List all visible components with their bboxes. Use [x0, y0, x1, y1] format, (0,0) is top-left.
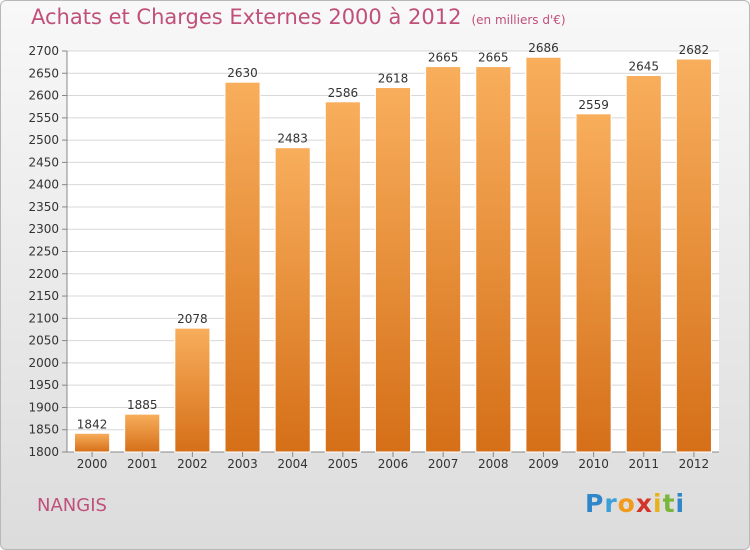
y-tick-label: 2200 — [28, 267, 59, 281]
bar — [324, 101, 361, 453]
chart-title: Achats et Charges Externes 2000 à 2012 (e… — [31, 5, 566, 29]
x-tick-label: 2005 — [328, 457, 359, 471]
y-tick-label: 1800 — [28, 445, 59, 459]
bar-value-label: 2665 — [428, 51, 459, 65]
bar — [274, 147, 311, 453]
bar — [525, 56, 562, 453]
logo-letter: t — [662, 489, 676, 518]
x-tick-label: 2008 — [478, 457, 509, 471]
bar — [124, 413, 161, 453]
bar-value-label: 2586 — [328, 86, 359, 100]
y-tick-label: 2650 — [28, 66, 59, 80]
y-tick-label: 1950 — [28, 378, 59, 392]
city-name: NANGIS — [37, 495, 107, 516]
x-tick-label: 2006 — [378, 457, 409, 471]
bar-value-label: 2665 — [478, 51, 509, 65]
logo-letter: P — [585, 489, 605, 518]
x-tick-label: 2007 — [428, 457, 459, 471]
y-tick-label: 2550 — [28, 111, 59, 125]
bar — [625, 75, 662, 453]
bar — [425, 66, 462, 453]
y-tick-label: 2000 — [28, 356, 59, 370]
y-tick-label: 2450 — [28, 155, 59, 169]
x-tick-label: 2003 — [227, 457, 258, 471]
x-tick-label: 2011 — [628, 457, 659, 471]
y-tick-label: 2400 — [28, 178, 59, 192]
bar-value-label: 2682 — [679, 43, 710, 57]
logo-letter: r — [604, 489, 618, 518]
x-tick-label: 2012 — [679, 457, 710, 471]
bar-value-label: 2078 — [177, 312, 208, 326]
y-tick-label: 2300 — [28, 222, 59, 236]
logo-letter: i — [675, 489, 686, 518]
bar-value-label: 2645 — [628, 60, 659, 74]
x-tick-label: 2002 — [177, 457, 208, 471]
bar-value-label: 1885 — [127, 398, 158, 412]
bar-value-label: 2618 — [378, 72, 409, 86]
bar-value-label: 2630 — [227, 66, 258, 80]
bar — [224, 81, 261, 453]
x-tick-label: 2004 — [277, 457, 308, 471]
bar-value-label: 2686 — [528, 41, 559, 55]
y-tick-label: 2350 — [28, 200, 59, 214]
logo-letter: o — [617, 489, 636, 518]
bar — [575, 113, 612, 453]
bar — [475, 66, 512, 453]
chart-unit-note: (en milliers d'€) — [471, 13, 566, 27]
proxiti-logo[interactable]: Proxiti — [585, 489, 685, 518]
bar — [74, 432, 111, 453]
y-tick-label: 2050 — [28, 334, 59, 348]
bar — [675, 58, 712, 453]
y-tick-label: 2700 — [28, 44, 59, 58]
x-tick-label: 2001 — [127, 457, 158, 471]
bar-value-label: 2483 — [277, 132, 308, 146]
x-tick-label: 2010 — [578, 457, 609, 471]
y-tick-label: 2150 — [28, 289, 59, 303]
bar-value-label: 1842 — [77, 417, 108, 431]
y-tick-label: 2600 — [28, 89, 59, 103]
y-tick-label: 2100 — [28, 311, 59, 325]
y-tick-label: 1850 — [28, 423, 59, 437]
y-tick-label: 1900 — [28, 400, 59, 414]
logo-letter: x — [635, 489, 653, 518]
chart-title-text: Achats et Charges Externes 2000 à 2012 — [31, 5, 462, 29]
x-tick-label: 2009 — [528, 457, 559, 471]
x-tick-label: 2000 — [77, 457, 108, 471]
bar-value-label: 2559 — [578, 98, 609, 112]
bar — [374, 87, 412, 453]
logo-letter: i — [653, 489, 663, 518]
y-tick-label: 2250 — [28, 245, 59, 259]
y-tick-label: 2500 — [28, 133, 59, 147]
bar — [174, 327, 211, 453]
